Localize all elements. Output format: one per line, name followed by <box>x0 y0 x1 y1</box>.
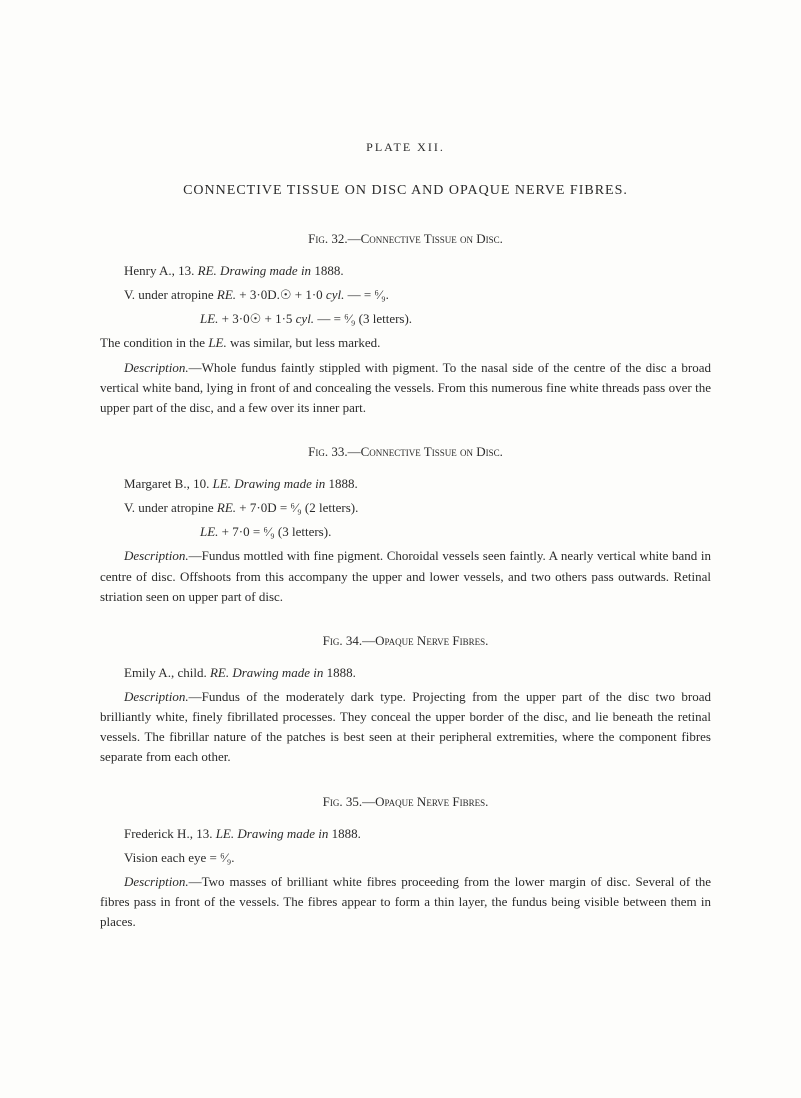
fig32-l2a: V. under atropine <box>124 287 217 302</box>
fig35-description: Description.—Two masses of brilliant whi… <box>100 872 711 932</box>
fig33-line1: Margaret B., 10. LE. Drawing made in 188… <box>100 474 711 494</box>
fig32-l3a: LE. <box>200 311 218 326</box>
fig33-desc-text: —Fundus mottled with fine pigment. Choro… <box>100 548 711 603</box>
page-container: PLATE XII. CONNECTIVE TISSUE ON DISC AND… <box>0 0 801 1098</box>
fig35-line2: Vision each eye = ⁶⁄₉. <box>100 848 711 868</box>
fig32-l3c: cyl. <box>296 311 314 326</box>
fig33-year: 1888. <box>329 476 358 491</box>
fig35-year: 1888. <box>332 826 361 841</box>
fig32-l4b: LE. <box>208 335 226 350</box>
fig32-caption: Fig. 32.—Connective Tissue on Disc. <box>100 231 711 247</box>
fig35-drawing: LE. Drawing made in <box>216 826 332 841</box>
fig33-l2b: RE. <box>217 500 236 515</box>
fig32-line4: The condition in the LE. was similar, bu… <box>100 333 711 353</box>
fig35-desc-text: —Two masses of brilliant white fibres pr… <box>100 874 711 929</box>
fig34-desc-label: Description. <box>124 689 189 704</box>
fig33-caption: Fig. 33.—Connective Tissue on Disc. <box>100 444 711 460</box>
fig32-name: Henry A., 13. <box>124 263 198 278</box>
fig34-desc-text: —Fundus of the moderately dark type. Pro… <box>100 689 711 764</box>
fig32-l3b: + 3·0☉ + 1·5 <box>218 311 295 326</box>
fig33-l2c: + 7·0D = ⁶⁄₉ (2 letters). <box>236 500 358 515</box>
fig32-l4c: was similar, but less marked. <box>227 335 381 350</box>
fig33-l3a: LE. <box>200 524 218 539</box>
fig32-l2b: RE. <box>217 287 236 302</box>
fig32-body: Henry A., 13. RE. Drawing made in 1888. … <box>100 261 711 418</box>
fig33-description: Description.—Fundus mottled with fine pi… <box>100 546 711 606</box>
fig32-l2e: — = ⁶⁄₉. <box>344 287 389 302</box>
fig33-l3b: + 7·0 = ⁶⁄₉ (3 letters). <box>218 524 331 539</box>
fig35-body: Frederick H., 13. LE. Drawing made in 18… <box>100 824 711 933</box>
fig34-year: 1888. <box>327 665 356 680</box>
fig32-description: Description.—Whole fundus faintly stippl… <box>100 358 711 418</box>
plate-label: PLATE XII. <box>100 140 711 155</box>
fig32-year: 1888. <box>314 263 343 278</box>
fig33-drawing: LE. Drawing made in <box>213 476 329 491</box>
fig32-l2c: + 3·0D.☉ + 1·0 <box>236 287 326 302</box>
fig34-name: Emily A., child. <box>124 665 210 680</box>
fig32-l4a: The condition in the <box>100 335 208 350</box>
fig32-l3d: — = ⁶⁄₉ (3 letters). <box>314 311 412 326</box>
fig32-line3: LE. + 3·0☉ + 1·5 cyl. — = ⁶⁄₉ (3 letters… <box>100 309 711 329</box>
fig34-caption: Fig. 34.—Opaque Nerve Fibres. <box>100 633 711 649</box>
fig35-name: Frederick H., 13. <box>124 826 216 841</box>
fig34-description: Description.—Fundus of the moderately da… <box>100 687 711 768</box>
fig33-line3: LE. + 7·0 = ⁶⁄₉ (3 letters). <box>100 522 711 542</box>
fig34-drawing: RE. Drawing made in <box>210 665 327 680</box>
fig35-desc-label: Description. <box>124 874 189 889</box>
fig33-desc-label: Description. <box>124 548 189 563</box>
fig33-l2a: V. under atropine <box>124 500 217 515</box>
fig32-line2: V. under atropine RE. + 3·0D.☉ + 1·0 cyl… <box>100 285 711 305</box>
fig34-body: Emily A., child. RE. Drawing made in 188… <box>100 663 711 768</box>
fig32-drawing: RE. Drawing made in <box>198 263 315 278</box>
fig33-line2: V. under atropine RE. + 7·0D = ⁶⁄₉ (2 le… <box>100 498 711 518</box>
fig34-line1: Emily A., child. RE. Drawing made in 188… <box>100 663 711 683</box>
main-title: CONNECTIVE TISSUE ON DISC AND OPAQUE NER… <box>100 183 711 199</box>
fig35-line1: Frederick H., 13. LE. Drawing made in 18… <box>100 824 711 844</box>
fig33-name: Margaret B., 10. <box>124 476 213 491</box>
fig33-body: Margaret B., 10. LE. Drawing made in 188… <box>100 474 711 607</box>
fig32-l2d: cyl. <box>326 287 344 302</box>
fig32-line1: Henry A., 13. RE. Drawing made in 1888. <box>100 261 711 281</box>
fig35-caption: Fig. 35.—Opaque Nerve Fibres. <box>100 794 711 810</box>
fig32-desc-text: —Whole fundus faintly stippled with pigm… <box>100 360 711 415</box>
fig32-desc-label: Description. <box>124 360 189 375</box>
